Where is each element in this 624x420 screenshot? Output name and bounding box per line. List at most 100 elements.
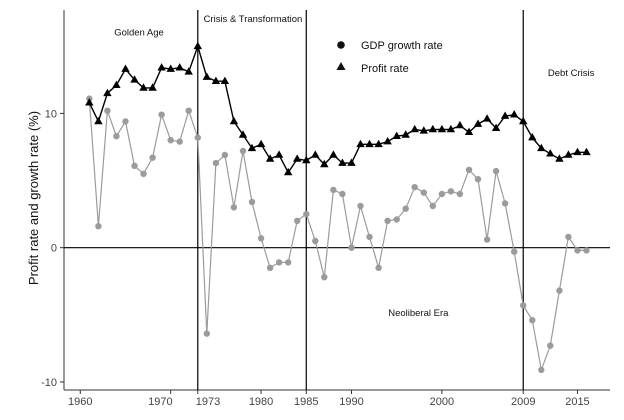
gdp-point-2008	[511, 248, 518, 255]
profit-point-1998	[419, 126, 428, 134]
gdp-point-1996	[402, 205, 409, 212]
profit-point-1965	[121, 64, 130, 72]
profit-point-1991	[356, 139, 365, 148]
profit-point-1982	[274, 150, 284, 158]
profit-point-1967	[139, 83, 148, 91]
profit-point-2012	[546, 149, 555, 157]
gdp-point-1972	[185, 107, 192, 114]
gdp-point-2015	[574, 247, 581, 254]
gdp-point-1994	[384, 217, 391, 224]
gdp-point-2010	[529, 317, 536, 324]
profit-point-2010	[528, 133, 537, 141]
gdp-growth-series	[86, 95, 590, 374]
gdp-point-1993	[375, 264, 382, 271]
gdp-point-1999	[429, 202, 436, 210]
x-tick-label-1970: 1970	[148, 396, 172, 408]
profit-point-1984	[293, 154, 302, 162]
profit-point-2013	[555, 154, 564, 162]
y-tick-label--10: -10	[41, 377, 57, 389]
gdp-point-2003	[465, 166, 473, 173]
profit-point-2004	[473, 119, 483, 127]
y-tick-label-0: 0	[51, 243, 57, 255]
gdp-point-1963	[104, 107, 111, 114]
profit-point-1964	[112, 80, 121, 88]
profit-point-1994	[383, 137, 392, 145]
profit-point-2003	[464, 127, 474, 135]
gdp-point-2006	[492, 167, 500, 175]
gdp-point-2011	[538, 366, 545, 374]
profit-point-2001	[446, 124, 456, 133]
profit-point-2005	[482, 114, 492, 122]
gdp-point-1998	[420, 189, 427, 196]
profit-point-1997	[410, 124, 419, 133]
gdp-point-2013	[556, 287, 563, 294]
era-label-3: Debt Crisis	[548, 68, 595, 79]
profit-point-1973	[193, 41, 202, 50]
profit-point-1993	[374, 139, 383, 148]
x-tick-label-1960: 1960	[68, 396, 92, 408]
legend: GDP growth rate Profit rate	[336, 40, 443, 75]
profit-point-1961	[85, 98, 94, 106]
gdp-point-1995	[393, 216, 400, 223]
profit-point-1990	[347, 158, 356, 166]
gdp-point-1992	[366, 233, 373, 241]
x-tick-label-1973: 1973	[196, 396, 220, 408]
x-tick-label-1990: 1990	[339, 396, 363, 408]
profit-point-1995	[392, 131, 401, 139]
profit-point-1986	[311, 150, 320, 158]
profit-point-1963	[103, 88, 112, 97]
gdp-point-1965	[122, 118, 129, 125]
legend-label-gdp: GDP growth rate	[361, 40, 443, 52]
gdp-point-1976	[221, 151, 229, 159]
profit-point-1987	[320, 159, 329, 168]
profit-point-1974	[202, 72, 211, 80]
profit-point-1996	[401, 130, 410, 138]
profit-point-2002	[455, 120, 465, 129]
gdp-point-1978	[239, 147, 247, 155]
gdp-point-1988	[330, 186, 337, 194]
profit-point-2009	[519, 116, 528, 125]
profit-point-2015	[573, 147, 582, 156]
gdp-point-1968	[149, 154, 156, 161]
profit-point-1971	[175, 63, 184, 71]
x-tick-label-2015: 2015	[565, 396, 589, 408]
profit-point-1978	[238, 130, 248, 138]
gdp-point-1980	[257, 235, 265, 242]
y-tick-label-10: 10	[45, 108, 57, 120]
gdp-point-2012	[547, 342, 554, 349]
gdp-point-1985	[303, 210, 310, 218]
gdp-point-1977	[230, 204, 238, 211]
gdp-point-1971	[176, 138, 183, 145]
gdp-point-2004	[474, 176, 482, 183]
profit-point-2007	[500, 111, 510, 119]
profit-point-1976	[220, 76, 230, 84]
reference-lines	[64, 10, 610, 390]
y-axis: 10 0 -10	[41, 108, 64, 389]
gdp-point-1981	[266, 264, 274, 271]
profit-point-2000	[437, 124, 447, 133]
y-axis-label: Profit rate and growth rate (%)	[26, 111, 41, 285]
profit-point-1966	[130, 75, 139, 83]
profit-point-1992	[365, 139, 374, 148]
gdp-point-1990	[348, 244, 355, 251]
x-tick-label-1985: 1985	[294, 396, 318, 408]
profit-point-1975	[211, 76, 221, 84]
profit-point-1962	[94, 116, 103, 125]
profit-point-1985	[302, 155, 311, 164]
gdp-point-1975	[212, 159, 220, 167]
profit-point-1981	[265, 154, 275, 162]
plot-frame	[63, 10, 610, 391]
profit-rate-series	[85, 41, 591, 176]
gdp-point-1997	[411, 184, 418, 191]
profit-point-1988	[329, 150, 338, 158]
gdp-line	[88, 98, 587, 373]
gdp-point-1979	[248, 198, 256, 206]
profit-point-2014	[564, 150, 573, 158]
gdp-point-2009	[520, 302, 527, 309]
gdp-point-2007	[501, 200, 509, 207]
profit-point-1969	[157, 63, 166, 71]
era-label-2: Neoliberal Era	[388, 308, 449, 319]
gdp-point-1991	[357, 202, 364, 210]
gdp-point-1967	[140, 170, 147, 177]
